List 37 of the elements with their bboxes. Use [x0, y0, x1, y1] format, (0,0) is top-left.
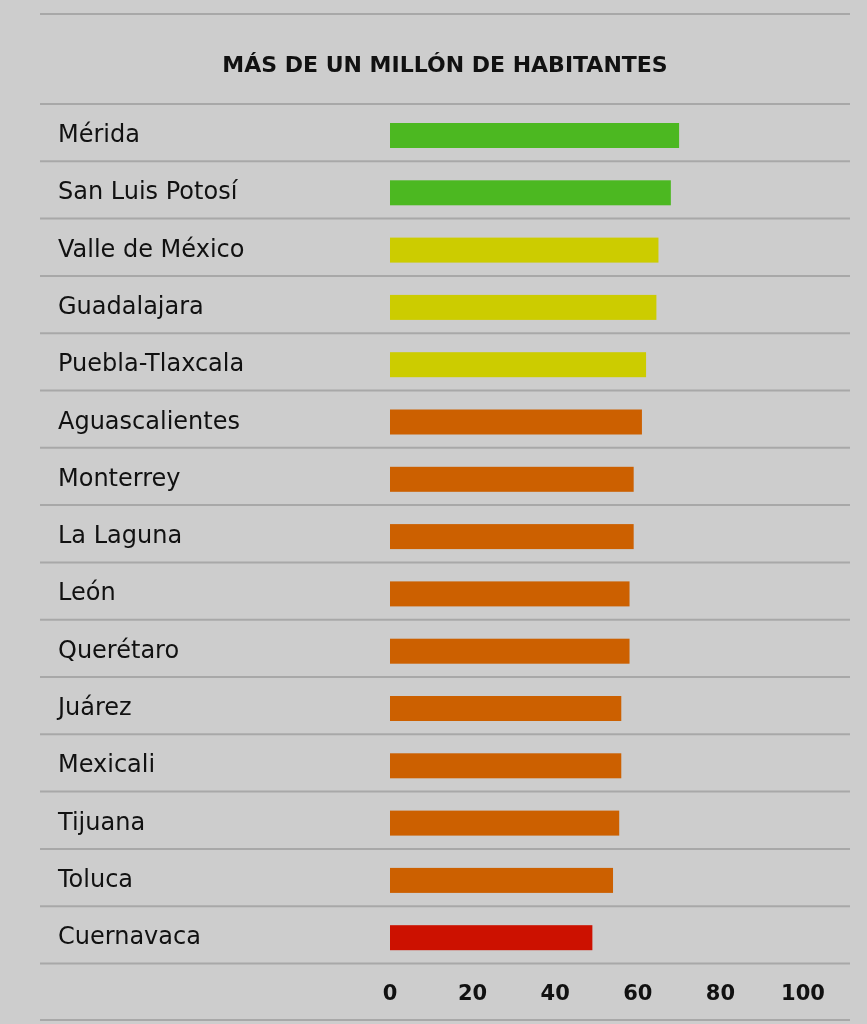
- y-tick-label: Valle de México: [58, 234, 245, 263]
- y-tick-label: Tijuana: [57, 807, 146, 836]
- bar: [390, 638, 630, 664]
- bar: [390, 524, 634, 550]
- bar: [390, 810, 620, 836]
- bar: [390, 409, 642, 435]
- bar: [390, 180, 671, 206]
- bar: [390, 466, 634, 492]
- y-tick-label: Juárez: [56, 693, 132, 721]
- y-tick-label: Aguascalientes: [58, 406, 240, 435]
- bar: [390, 753, 622, 779]
- x-tick-label: 100: [781, 981, 825, 1005]
- y-tick-label: Mexicali: [58, 750, 156, 779]
- y-tick-label: Querétaro: [58, 635, 180, 664]
- y-tick-label: Monterrey: [58, 463, 181, 492]
- y-tick-label: Puebla-Tlaxcala: [58, 349, 245, 378]
- bar: [390, 925, 593, 951]
- x-tick-label: 60: [623, 981, 653, 1005]
- x-tick-label: 80: [705, 981, 736, 1005]
- bar: [390, 696, 622, 721]
- bar: [390, 123, 680, 148]
- bar: [390, 294, 657, 320]
- y-tick-label: León: [58, 578, 116, 607]
- y-tick-label: La Laguna: [58, 521, 183, 550]
- chart-title: MÁS DE UN MILLÓN DE HABITANTES: [222, 52, 668, 77]
- x-tick-label: 0: [382, 981, 398, 1005]
- bar: [390, 581, 630, 607]
- bar: [390, 352, 647, 378]
- bar: [390, 237, 659, 263]
- y-tick-label: San Luis Potosí: [58, 177, 239, 206]
- x-tick-label: 40: [540, 981, 570, 1005]
- y-tick-label: Cuernavaca: [58, 922, 201, 951]
- y-tick-label: Toluca: [57, 864, 134, 893]
- y-tick-label: Guadalajara: [58, 291, 204, 320]
- y-tick-label: Mérida: [58, 120, 140, 148]
- x-tick-label: 20: [457, 981, 488, 1005]
- bar: [390, 867, 614, 893]
